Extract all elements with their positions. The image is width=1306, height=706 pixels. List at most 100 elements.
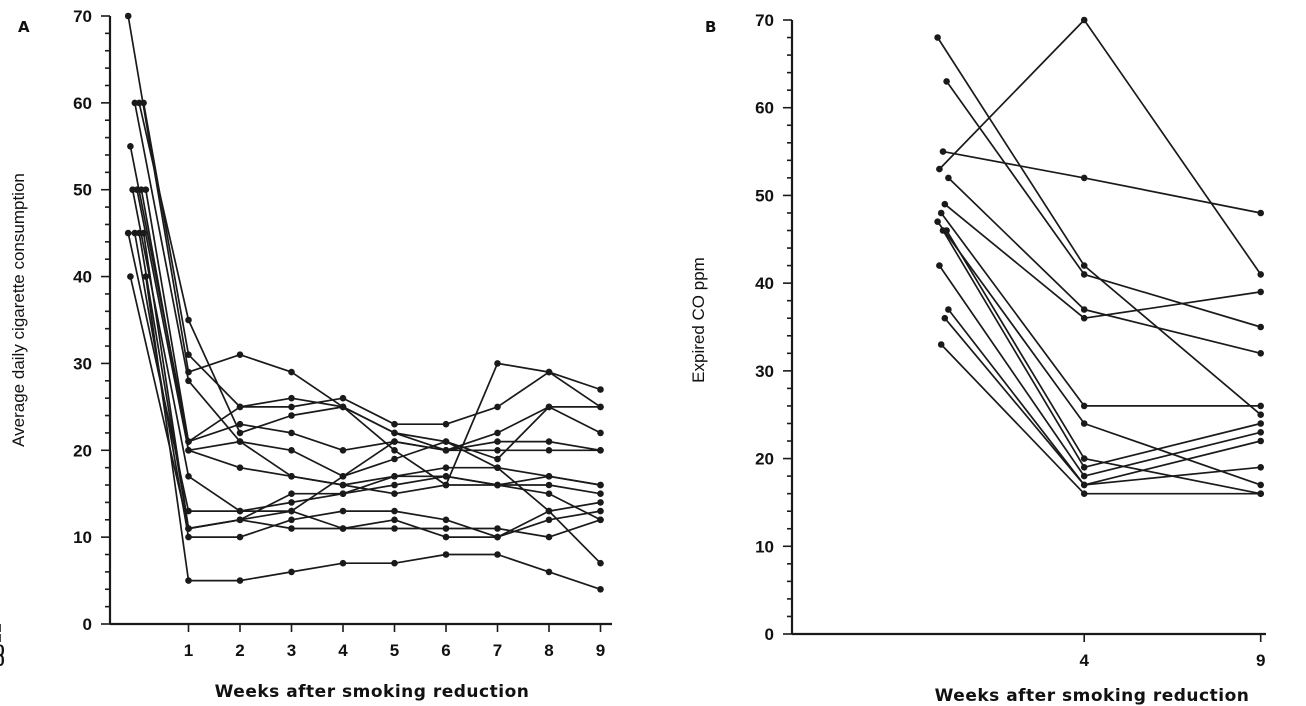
b-data-point [1257, 209, 1264, 217]
a-data-point [391, 473, 398, 480]
a-data-point [236, 420, 244, 428]
b-data-point [939, 148, 947, 155]
a-data-point [597, 499, 604, 506]
a-data-point [288, 412, 295, 419]
b-series-line [938, 19, 1262, 275]
a-data-point [391, 429, 398, 437]
a-y-tick-label: 40 [73, 268, 92, 287]
a-data-point [236, 429, 244, 437]
chart-a: 0 10 20 30 40 50 60 70 0 1 2 3 4 5 6 7 8 9 Weeks after smo… [0, 7, 612, 702]
a-series-line [144, 189, 601, 452]
a-y-tick-label: 10 [73, 528, 92, 547]
a-data-point [545, 490, 553, 498]
a-data-point [124, 229, 132, 237]
a-x-tick-label: 1 [184, 641, 193, 660]
a-data-point [494, 438, 501, 445]
b-data-point [1257, 288, 1264, 296]
a-x-tick-label: 8 [544, 641, 553, 660]
a-data-point [442, 551, 450, 558]
a-data-point [127, 273, 134, 280]
b-series-6 [941, 200, 1264, 322]
a-series-14 [127, 273, 604, 567]
a-data-point [597, 586, 604, 593]
b-data-point [1080, 174, 1088, 182]
a-series-9 [129, 186, 604, 515]
a-data-point [391, 490, 398, 498]
a-data-point [185, 533, 192, 541]
a-series-2 [140, 99, 604, 428]
a-data-point [339, 559, 347, 567]
a-data-point [131, 229, 139, 237]
a-data-point [545, 438, 553, 445]
b-series-5 [945, 174, 1264, 357]
b-data-point [1257, 411, 1264, 419]
b-series-4 [936, 16, 1264, 278]
a-data-point [391, 438, 398, 445]
a-data-point [142, 273, 150, 280]
a-data-point [597, 447, 604, 454]
a-x-tick-label: 9 [596, 641, 605, 660]
a-series-line [142, 102, 601, 426]
a-data-point [339, 481, 347, 489]
a-data-point [236, 577, 244, 584]
a-data-point [288, 525, 295, 532]
a-data-point [545, 481, 553, 489]
a-x-tick-label: 5 [390, 641, 399, 660]
b-data-point [1257, 402, 1264, 410]
a-data-point [185, 351, 192, 359]
a-data-point [391, 420, 398, 428]
a-data-point [288, 507, 295, 515]
a-data-point [236, 533, 244, 541]
b-data-point [1080, 262, 1088, 269]
a-data-point [236, 351, 244, 359]
b-series-line [936, 221, 1261, 486]
b-data-point [1257, 437, 1264, 445]
a-data-point [339, 490, 347, 498]
b-data-point [1080, 481, 1088, 489]
a-data-point [597, 429, 604, 437]
a-data-point [339, 403, 347, 411]
a-data-point [597, 481, 604, 489]
b-data-point [1257, 350, 1264, 357]
a-x-tick-label: 6 [441, 641, 450, 660]
b-data-point [1080, 455, 1088, 462]
a-data-point [288, 490, 295, 498]
a-data-point [545, 516, 553, 524]
b-data-point [945, 306, 952, 313]
panel-b: B 010203040506070049Weeks after smoking … [0, 11, 1266, 706]
a-data-point [442, 533, 450, 541]
a-data-point [236, 438, 244, 445]
a-data-point [288, 516, 295, 524]
b-data-point [1080, 464, 1088, 471]
a-data-point [442, 481, 450, 489]
b-data-point [1257, 271, 1264, 278]
b-series-13 [941, 314, 1264, 489]
a-data-point [288, 568, 295, 576]
a-data-point [339, 525, 347, 532]
b-x-tick-label: 9 [1256, 651, 1265, 670]
a-data-point [236, 464, 244, 472]
a-series-4 [131, 99, 604, 489]
a-data-point [442, 464, 450, 472]
a-series-line [129, 146, 601, 452]
a-data-point [545, 447, 553, 454]
b-data-point [936, 165, 943, 173]
a-data-point [494, 525, 501, 532]
b-data-point [934, 34, 941, 41]
a-data-point [185, 473, 192, 480]
b-series-12 [945, 306, 1264, 489]
a-data-point [185, 525, 192, 532]
b-x-axis-label: Weeks after smoking reduction [935, 686, 1250, 706]
a-x-tick-label: 0 [0, 641, 5, 660]
a-data-point [288, 403, 295, 411]
b-data-point [1080, 314, 1088, 322]
panel-b-label: B [705, 18, 716, 36]
b-series-line [947, 308, 1261, 486]
b-data-point [943, 78, 950, 85]
a-data-point [545, 368, 553, 376]
a-data-point [545, 473, 553, 480]
b-y-axis-label: Expired CO ppm [689, 257, 708, 383]
b-data-point [1080, 271, 1088, 278]
a-series-3 [135, 99, 604, 463]
